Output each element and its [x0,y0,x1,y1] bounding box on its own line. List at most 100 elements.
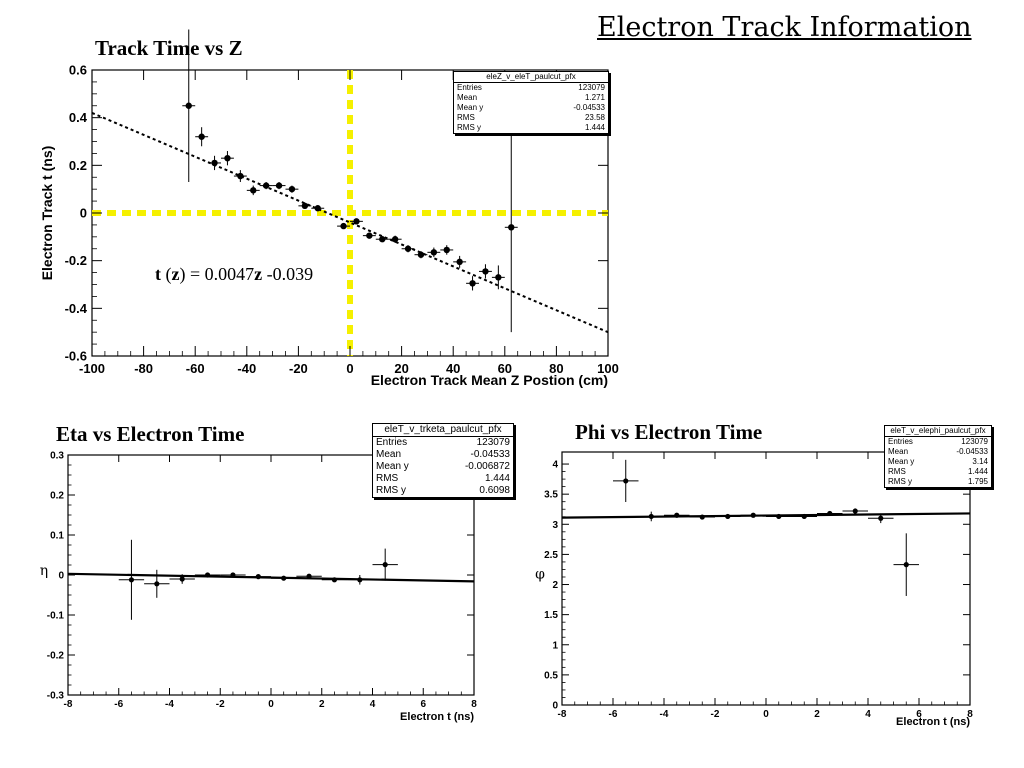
x-tick-label: -4 [165,699,174,710]
x-tick-label: 2 [319,699,325,710]
stats-box-phi: eleT_v_elephi_paulcut_pfx Entries 123079 … [884,425,992,488]
data-point [903,562,909,568]
x-tick-label: -6 [609,709,618,720]
x-tick-label: -80 [134,361,153,376]
x-tick-label: -100 [79,361,105,376]
data-point [211,159,218,167]
y-tick-label: 0.2 [69,158,87,173]
stats-row: Mean y 3.14 [885,457,991,467]
data-point [230,572,236,578]
data-point [340,222,347,230]
y-tick-label: -0.3 [47,691,65,702]
x-tick-label: 20 [394,361,408,376]
data-point [382,562,388,568]
data-point [154,581,160,587]
y-axis-label: η [40,563,48,579]
stats-title: eleZ_v_eleT_paulcut_pfx [454,72,608,83]
data-point [357,577,363,583]
data-point [495,274,502,281]
stats-row: RMS y 0.6098 [373,485,513,497]
data-point [443,246,450,254]
data-point [314,205,321,212]
x-tick-label: -2 [711,709,720,720]
stats-row: Mean 1.271 [454,93,608,103]
stats-box-eta: eleT_v_trketa_paulcut_pfx Entries 123079 … [372,423,514,498]
fit-eq-tail: -0.039 [262,264,314,284]
y-tick-label: 0 [552,701,558,712]
stats-label: RMS y [888,477,912,486]
stats-row: Entries 123079 [885,437,991,447]
y-tick-label: -0.1 [47,611,65,622]
stats-value: 1.444 [967,467,988,476]
chart-title-phi: Phi vs Electron Time [575,420,763,444]
data-point [776,513,782,520]
data-point [852,508,858,514]
stats-label: Mean [376,449,402,460]
data-point [469,280,476,287]
x-axis-label: Electron Track Mean Z Postion (cm) [371,372,608,388]
data-point [827,510,833,517]
data-point [306,573,312,579]
y-tick-label: 0.4 [69,110,88,125]
stats-label: Mean y [376,461,409,472]
stats-label: RMS y [457,123,481,132]
data-point [237,172,244,180]
x-tick-label: 80 [549,361,563,376]
y-tick-label: 0.3 [50,451,64,462]
x-tick-label: 4 [865,709,871,720]
data-point [275,182,283,189]
stats-value: 1.444 [484,473,510,484]
x-tick-label: -8 [64,699,73,710]
x-tick-label: 100 [597,361,619,376]
x-tick-label: 6 [420,699,426,710]
y-tick-label: 3 [552,520,558,531]
x-tick-label: 0 [346,361,353,376]
chart-title-eta: Eta vs Electron Time [56,422,245,446]
x-tick-label: -4 [660,709,669,720]
x-axis-label: Electron t (ns) [896,716,970,728]
stats-value: 1.795 [967,477,988,486]
x-tick-label: 4 [370,699,376,710]
y-tick-label: 2 [552,580,558,591]
stats-row: Mean y -0.006872 [373,461,513,473]
fit-eq-mid2: ) = 0.0047 [179,264,255,284]
stats-value: -0.006872 [464,461,510,472]
stats-label: Entries [457,83,482,92]
stats-row: RMS 23.58 [454,113,608,123]
y-tick-label: 0 [58,571,64,582]
data-point [255,574,261,580]
data-point [224,154,231,162]
x-tick-label: 0 [763,709,769,720]
data-point [456,258,463,266]
stats-value: 0.6098 [479,485,510,496]
data-point [430,249,438,256]
stats-value: -0.04533 [573,103,605,112]
data-point [128,577,135,583]
data-point [482,268,489,275]
stats-label: Entries [888,437,913,446]
stats-row: RMS 1.444 [885,467,991,477]
stats-row: Mean -0.04533 [885,447,991,457]
data-point [508,224,515,231]
stats-row: Mean -0.04533 [373,449,513,461]
fit-line [67,572,475,583]
y-tick-label: 0.5 [544,670,558,681]
data-point [379,236,386,243]
x-tick-label: -20 [289,361,308,376]
data-point [801,513,807,520]
x-tick-label: 6 [916,709,922,720]
data-point [179,576,185,582]
x-tick-label: 8 [471,699,477,710]
stats-value: 123079 [578,83,605,92]
data-point [623,478,629,484]
data-point [185,102,192,109]
y-tick-label: -0.2 [47,651,65,662]
y-tick-label: 3.5 [544,490,558,501]
stats-value: -0.04533 [470,449,510,460]
stats-row: Mean y -0.04533 [454,103,608,113]
data-point [281,575,287,581]
y-tick-label: 1.5 [544,610,558,621]
y-tick-label: -0.4 [65,301,88,316]
